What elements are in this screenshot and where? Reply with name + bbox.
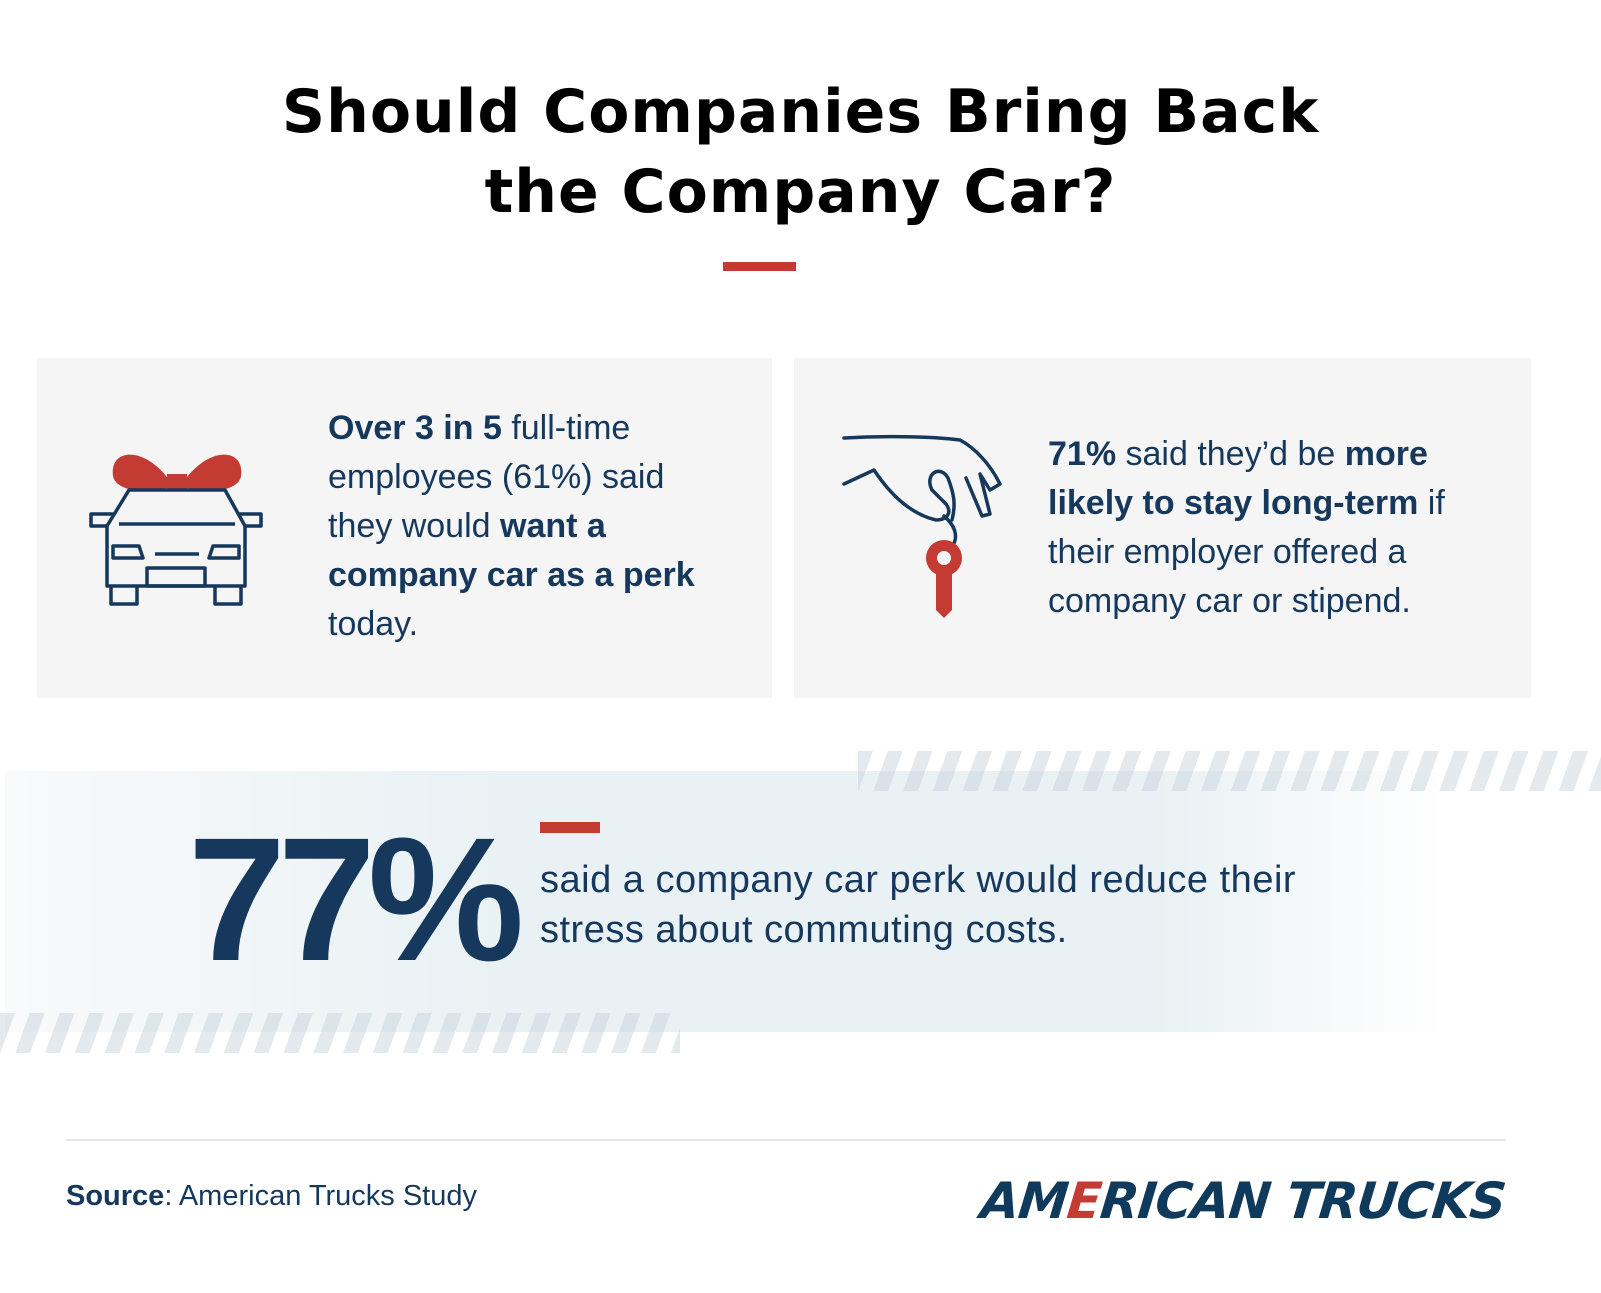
footer-divider (66, 1139, 1506, 1141)
hand-key-icon (842, 434, 1002, 618)
american-trucks-logo: AMERICAN TRUCKS (977, 1172, 1509, 1230)
stat-card-company-car: Over 3 in 5 full-time employees (61%) sa… (37, 358, 772, 698)
highlight-band (5, 771, 1445, 1032)
page-title: Should Companies Bring Back the Company … (281, 77, 1320, 227)
highlight-stat: 77% (188, 802, 524, 998)
chevron-pattern-top (858, 751, 1601, 791)
stat-card-retention: 71% said they’d be more likely to stay l… (794, 358, 1531, 698)
accent-dash (540, 822, 600, 833)
card-text: 71% said they’d be more likely to stay l… (1048, 435, 1445, 620)
card-text: Over 3 in 5 full-time employees (61%) sa… (328, 409, 695, 643)
highlight-text: said a company car perk would reduce the… (540, 859, 1297, 951)
source-note: Source: American Trucks Study (66, 1180, 477, 1212)
title-divider (723, 262, 796, 271)
chevron-pattern-bottom (0, 1013, 680, 1053)
gift-car-icon (89, 454, 263, 606)
